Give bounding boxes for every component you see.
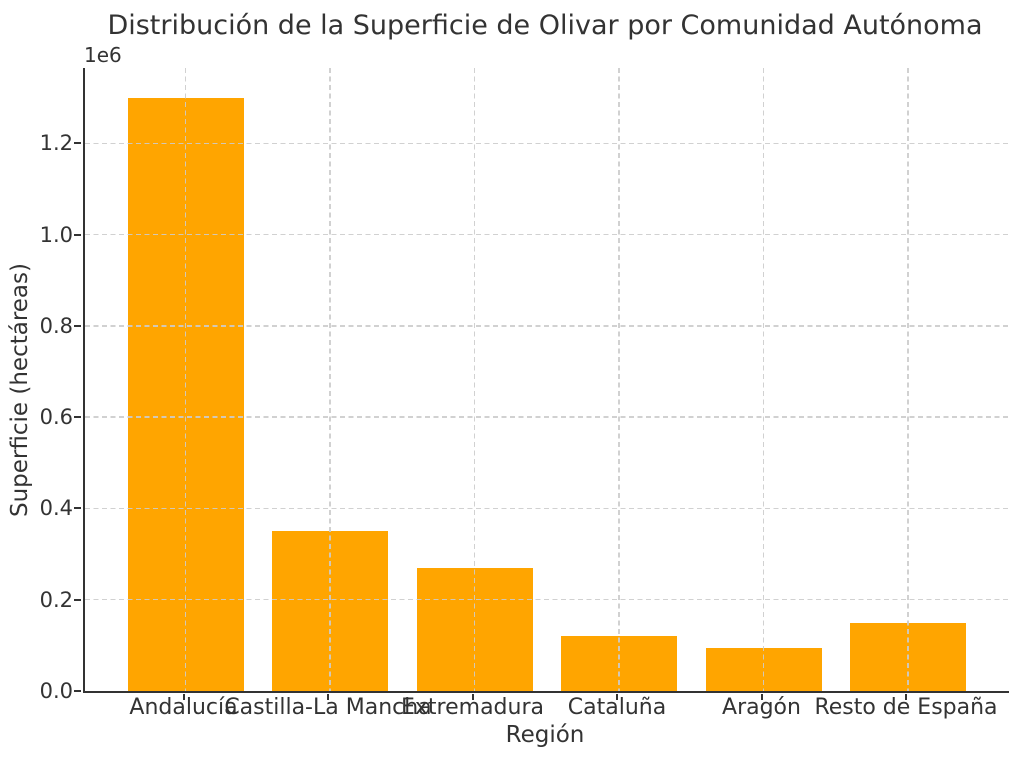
y-tick-label: 0.6 [39, 405, 73, 430]
horizontal-gridline [85, 233, 1009, 236]
y-tick-mark [74, 598, 81, 601]
vertical-gridline [907, 68, 909, 691]
y-tick-label: 0.8 [39, 313, 73, 338]
horizontal-gridline [85, 142, 1009, 145]
vertical-gridline [618, 68, 620, 691]
x-tick-mark [182, 693, 185, 700]
y-tick-mark [74, 233, 81, 236]
horizontal-gridline [85, 507, 1009, 510]
vertical-gridline [473, 68, 476, 691]
y-tick-mark [74, 142, 81, 145]
x-tick-label: Extremadura [401, 695, 544, 720]
x-tick-mark [905, 693, 907, 700]
vertical-gridline [329, 68, 331, 691]
y-axis-label: Superficie (hectáreas) [7, 263, 33, 517]
y-tick-label: 1.0 [39, 222, 73, 247]
x-tick-mark [616, 693, 618, 700]
x-tick-mark [471, 693, 474, 700]
y-tick-mark [74, 324, 81, 327]
y-tick-mark [74, 690, 81, 692]
y-tick-label: 0.2 [39, 587, 73, 612]
horizontal-gridline [85, 598, 1009, 601]
x-tick-label: Castilla-La Mancha [224, 695, 432, 720]
vertical-gridline [184, 68, 187, 691]
y-tick-label: 0.4 [39, 496, 73, 521]
x-tick-label: Cataluña [567, 695, 667, 720]
x-tick-label: Andalucía [129, 695, 238, 720]
plot-area [83, 68, 1009, 693]
chart-title: Distribución de la Superficie de Olivar … [107, 10, 983, 41]
y-tick-mark [74, 507, 81, 510]
horizontal-gridline [85, 325, 1009, 327]
x-axis-label: Región [505, 722, 585, 748]
x-tick-mark [327, 693, 329, 700]
y-tick-label: 0.0 [39, 679, 73, 703]
vertical-gridline [762, 68, 765, 691]
y-tick-mark [74, 416, 81, 419]
x-tick-mark [760, 693, 763, 700]
x-tick-label: Aragón [722, 695, 801, 720]
horizontal-gridline [85, 416, 1009, 418]
y-axis-offset-label: 1e6 [84, 43, 122, 67]
y-tick-label: 1.2 [39, 131, 73, 156]
x-tick-label: Resto de España [814, 695, 998, 720]
